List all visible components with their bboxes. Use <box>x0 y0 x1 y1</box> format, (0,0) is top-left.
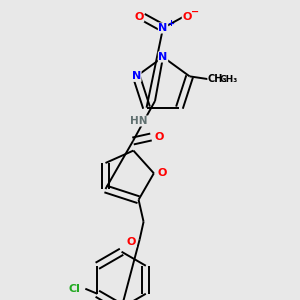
Text: −: − <box>191 7 199 17</box>
Text: O: O <box>182 12 192 22</box>
Text: N: N <box>132 71 141 81</box>
Text: O: O <box>127 237 136 247</box>
Text: O: O <box>134 12 144 22</box>
Text: CH₃: CH₃ <box>208 74 227 84</box>
Text: HN: HN <box>130 116 148 126</box>
Text: O: O <box>157 168 167 178</box>
Text: +: + <box>167 19 175 28</box>
Text: N: N <box>158 23 168 33</box>
Text: Cl: Cl <box>68 284 80 294</box>
Text: CH₃: CH₃ <box>220 75 238 84</box>
Text: O: O <box>154 132 164 142</box>
Text: N: N <box>158 52 168 62</box>
